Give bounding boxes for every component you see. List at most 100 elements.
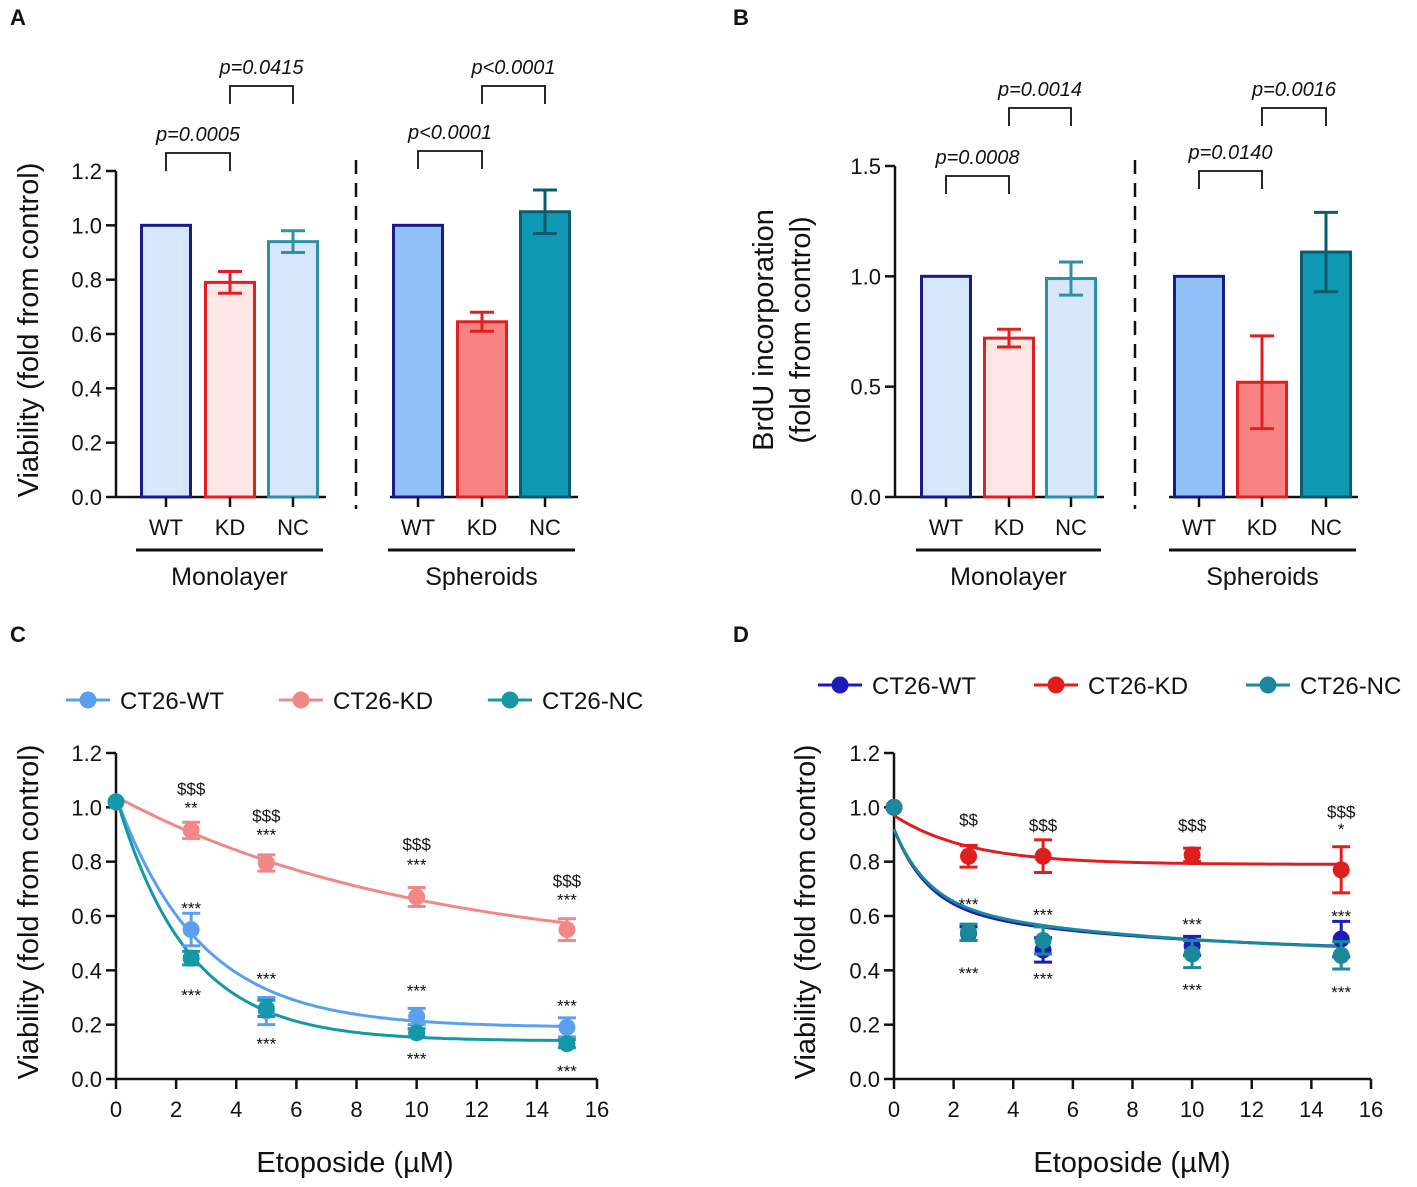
x-tick-label: WT xyxy=(401,515,435,540)
significance-label: $$ xyxy=(959,811,978,830)
p-value-label: p=0.0140 xyxy=(1188,142,1273,164)
y-tick-label: 1.0 xyxy=(71,795,102,820)
panel-c-x-axis-label: Etoposide (µM) xyxy=(256,1147,453,1179)
bar xyxy=(1173,274,1225,499)
x-tick-label: NC xyxy=(1055,515,1087,540)
significance-label: *** xyxy=(181,899,201,918)
data-point xyxy=(1183,846,1201,864)
significance-label: *** xyxy=(959,964,979,983)
data-point xyxy=(182,921,200,939)
group-label: Monolayer xyxy=(171,563,288,591)
bar xyxy=(267,240,319,499)
x-tick-label: 6 xyxy=(290,1097,302,1122)
y-tick-label: 0.0 xyxy=(849,1067,880,1092)
y-tick-label: 0.0 xyxy=(71,485,102,510)
bar xyxy=(392,223,444,499)
y-tick-label: 0.8 xyxy=(71,850,102,875)
significance-label: $$$ xyxy=(177,779,206,798)
legend-marker xyxy=(1047,676,1065,694)
data-point xyxy=(558,1018,576,1036)
x-tick-label: 16 xyxy=(1359,1097,1383,1122)
x-tick-label: 2 xyxy=(170,1097,182,1122)
data-point xyxy=(558,921,576,939)
fit-curve xyxy=(892,828,1342,949)
data-point xyxy=(107,793,125,811)
panel-b: 0.0 0.5 1.0 1.5 WT KD NC Monolayer WT KD NC Spheroi… xyxy=(850,79,1358,591)
y-tick-label: 1.2 xyxy=(71,741,102,766)
significance-label: *** xyxy=(959,895,979,914)
x-tick-label: 0 xyxy=(888,1097,900,1122)
panel-letter-d: D xyxy=(733,622,749,647)
y-tick-label: 0.6 xyxy=(71,904,102,929)
y-tick-label: 0.6 xyxy=(849,904,880,929)
panel-letter-c: C xyxy=(10,622,26,647)
p-value-label: p=0.0014 xyxy=(997,79,1082,101)
significance-label: *** xyxy=(256,969,276,988)
significance-bracket xyxy=(229,85,294,104)
legend-marker xyxy=(292,691,310,709)
x-tick-label: 10 xyxy=(1180,1097,1204,1122)
panel-b-y-axis-label-line2: (fold from control) xyxy=(785,216,817,443)
significance-label: *** xyxy=(557,891,577,910)
x-tick-label: WT xyxy=(149,515,183,540)
x-tick-label: 4 xyxy=(230,1097,242,1122)
y-tick-label: 0.4 xyxy=(71,958,102,983)
x-tick-label: NC xyxy=(277,515,309,540)
x-tick-label: 12 xyxy=(465,1097,489,1122)
significance-bracket xyxy=(1261,107,1327,126)
significance-label: *** xyxy=(1033,906,1053,925)
x-tick-label: 2 xyxy=(948,1097,960,1122)
p-value-label: p<0.0001 xyxy=(471,57,556,79)
significance-bracket xyxy=(945,175,1010,194)
legend-marker xyxy=(1259,676,1277,694)
y-tick-label: 0.8 xyxy=(71,268,102,293)
significance-label: *** xyxy=(1331,983,1351,1002)
x-tick-label: 10 xyxy=(404,1097,428,1122)
significance-label: *** xyxy=(1182,980,1202,999)
data-point xyxy=(960,923,978,941)
panel-a: 0.0 0.2 0.4 0.6 0.8 1.0 1.2 WT KD NC Monolayer WT KD… xyxy=(71,57,578,591)
data-point xyxy=(182,949,200,967)
data-point xyxy=(1034,931,1052,949)
data-point xyxy=(885,798,903,816)
significance-label: *** xyxy=(407,1050,427,1069)
p-value-label: p=0.0016 xyxy=(1251,79,1337,101)
significance-label: *** xyxy=(181,986,201,1005)
x-tick-label: KD xyxy=(1247,515,1278,540)
significance-bracket xyxy=(165,152,231,171)
significance-label: *** xyxy=(256,1035,276,1054)
significance-label: $$$ xyxy=(1178,816,1207,835)
data-point xyxy=(1332,930,1350,948)
data-point xyxy=(1332,861,1350,879)
data-point xyxy=(257,999,275,1017)
data-point xyxy=(1332,946,1350,964)
x-tick-label: WT xyxy=(1182,515,1216,540)
significance-bracket xyxy=(417,150,483,169)
group-label: Spheroids xyxy=(425,563,538,591)
p-value-label: p=0.0005 xyxy=(155,124,241,146)
group-label: Monolayer xyxy=(950,563,1067,591)
significance-label: * xyxy=(1338,820,1345,839)
significance-label: *** xyxy=(256,826,276,845)
y-tick-label: 0.2 xyxy=(849,1013,880,1038)
significance-bracket xyxy=(481,85,546,104)
bar xyxy=(1045,277,1097,499)
x-tick-label: KD xyxy=(994,515,1025,540)
y-tick-label: 1.5 xyxy=(850,154,881,179)
p-value-label: p=0.0008 xyxy=(935,147,1020,169)
bar xyxy=(456,320,508,499)
x-tick-label: 12 xyxy=(1240,1097,1264,1122)
group-label: Spheroids xyxy=(1206,563,1319,591)
x-tick-label: 6 xyxy=(1067,1097,1079,1122)
y-tick-label: 1.2 xyxy=(849,741,880,766)
bar xyxy=(983,336,1035,499)
x-tick-label: 8 xyxy=(1126,1097,1138,1122)
panel-b-y-axis-label-line1: BrdU incorporation xyxy=(748,209,780,451)
significance-bracket xyxy=(1198,170,1263,189)
data-point xyxy=(408,1008,426,1026)
panel-d-x-axis-label: Etoposide (µM) xyxy=(1033,1147,1230,1179)
legend-label: CT26-KD xyxy=(1088,673,1188,700)
y-tick-label: 0.2 xyxy=(71,431,102,456)
significance-label: *** xyxy=(407,855,427,874)
